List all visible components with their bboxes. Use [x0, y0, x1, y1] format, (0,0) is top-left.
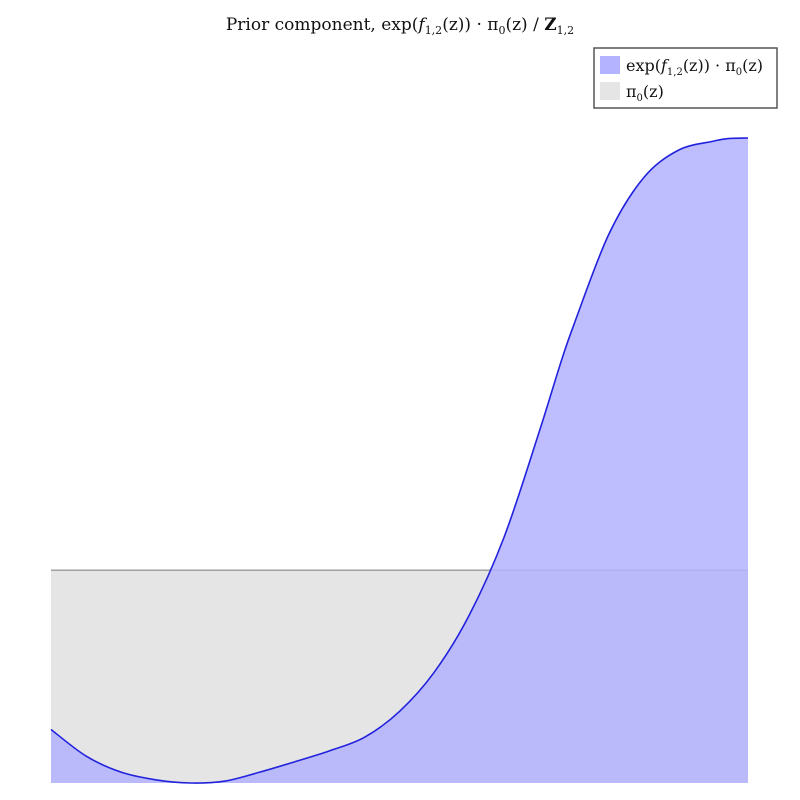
legend-swatch-prior-series [600, 82, 620, 100]
chart-title: Prior component, exp(f1,2(z)) · π0(z) / … [226, 15, 574, 37]
exp-series-area [51, 138, 748, 784]
legend: exp(f1,2(z)) · π0(z) π0(z) [593, 47, 778, 109]
legend-box [593, 47, 778, 109]
plot-area [50, 137, 749, 784]
legend-swatch-exp-series [600, 56, 620, 74]
legend-label-prior-series: π0(z) [626, 82, 664, 104]
legend-label-exp-series: exp(f1,2(z)) · π0(z) [626, 56, 763, 78]
exp-series-line [50, 137, 749, 784]
